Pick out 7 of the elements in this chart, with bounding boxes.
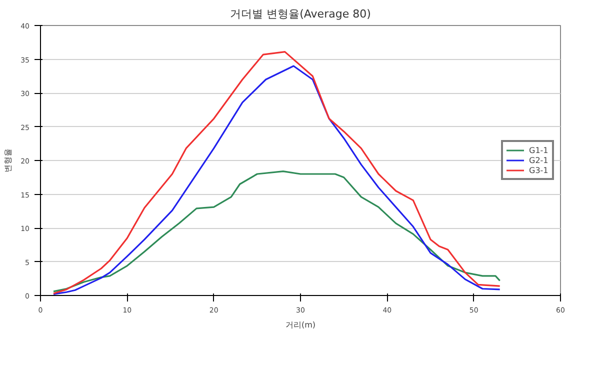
chart-title: 거더별 변형율(Average 80) (230, 8, 371, 20)
y-axis-title: 변형율 (4, 148, 13, 172)
x-axis-title: 거리(m) (285, 320, 316, 330)
legend-label: G2-1 (529, 155, 549, 165)
line-series (52, 170, 501, 292)
legend-label: G3-1 (529, 165, 549, 175)
legend-label: G1-1 (529, 145, 549, 155)
